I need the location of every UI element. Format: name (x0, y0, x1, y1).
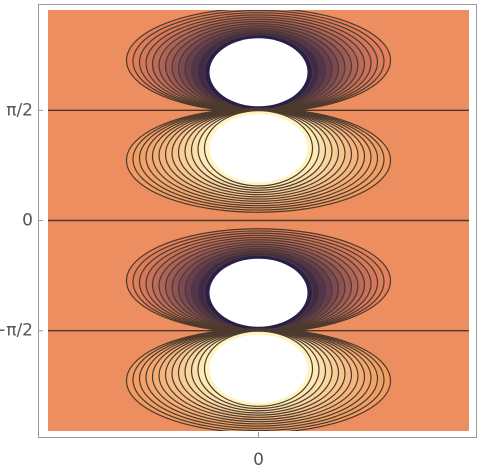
excluded-region (209, 114, 308, 183)
y-tick-label: −π/2 (0, 321, 33, 341)
y-tick-label: π/2 (6, 100, 33, 120)
excluded-region (209, 38, 308, 107)
y-tick-label: 0 (22, 211, 33, 231)
plot-area (48, 10, 469, 431)
x-tick-label: 0 (253, 450, 264, 470)
excluded-region (209, 334, 308, 403)
excluded-region (209, 258, 308, 327)
